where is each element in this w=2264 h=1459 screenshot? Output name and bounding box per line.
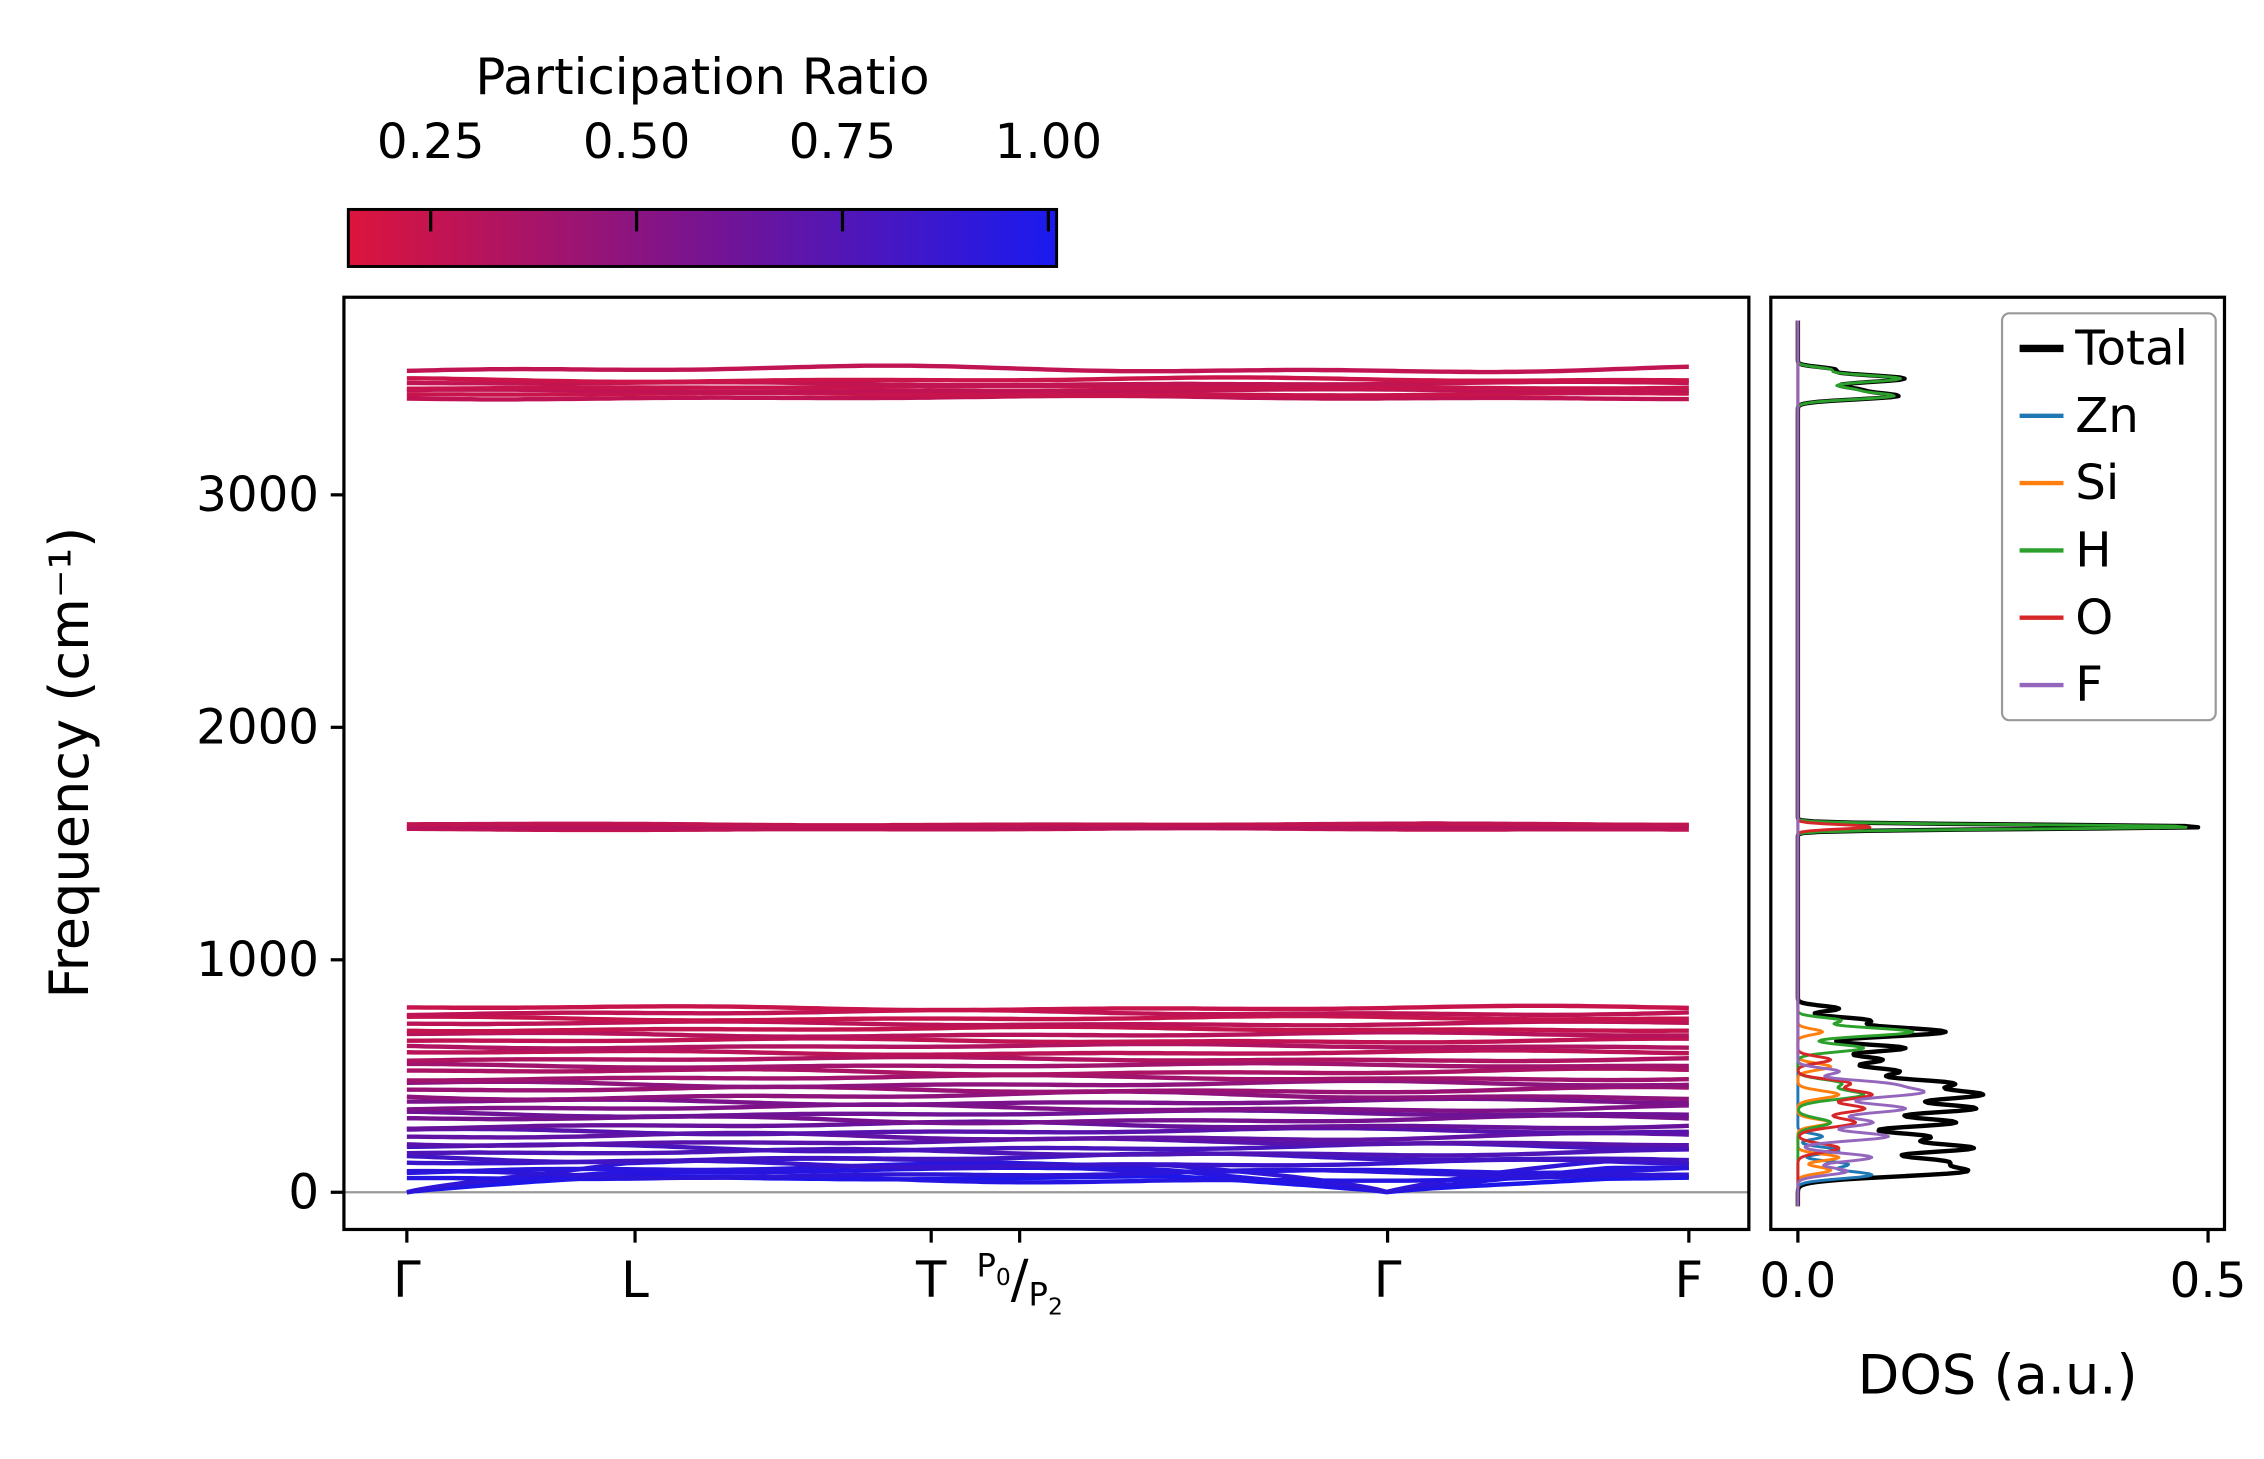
dos-x-axis-label: DOS (a.u.): [1858, 1343, 2138, 1406]
colorbar-title: Participation Ratio: [475, 48, 929, 106]
phonon-band: [406, 1013, 1689, 1023]
legend-entry-zn: Zn: [2019, 388, 2139, 444]
phonon-band: [406, 1048, 1689, 1057]
legend: Total Zn Si HOF: [2000, 312, 2217, 722]
dos-axes-frame: [1769, 295, 2227, 1232]
dos-series-f: [1796, 320, 1926, 1207]
kpoint-label: Γ: [393, 1251, 421, 1309]
phonon-band: [406, 1003, 1689, 1013]
phonon-band: [406, 1102, 1689, 1113]
kpoint-label: T: [915, 1251, 947, 1309]
phonon-bands: [406, 363, 1689, 1195]
colorbar: 0.25 0.50 0.75 1.00: [346, 114, 1103, 268]
phonon-band: [406, 1146, 1689, 1158]
phonon-band: [406, 1066, 1689, 1077]
colorbar-tick-label: 1.00: [995, 114, 1103, 170]
phonon-band: [406, 1030, 1689, 1039]
phonon-band: [406, 1019, 1689, 1028]
y-axis-tick-label: 3000: [196, 467, 319, 523]
phonon-band: [406, 387, 1689, 395]
y-axis-label: Frequency (cm⁻¹): [38, 527, 101, 999]
phonon-band: [406, 363, 1689, 375]
phonon-band: [406, 1130, 1689, 1142]
colorbar-tick-label: 0.25: [377, 114, 485, 170]
legend-label: Zn: [2075, 388, 2139, 444]
phonon-band: [406, 1151, 1689, 1165]
legend-label: H: [2075, 523, 2111, 579]
band-structure-axes-frame: [342, 295, 1751, 1232]
band-structure-panel: 0 1000 2000 3000 Γ L T P0/P2 Γ F: [196, 295, 1751, 1320]
kpoint-label-fraction: P0/P2: [976, 1246, 1062, 1320]
legend-entry-o: O: [2019, 590, 2113, 646]
legend-label: O: [2075, 590, 2113, 646]
phonon-band: [406, 1061, 1689, 1070]
phonon-band: [406, 1125, 1689, 1137]
phonon-band: [406, 821, 1689, 828]
kpoint-label: L: [621, 1251, 649, 1309]
y-axis-tick-label: 1000: [196, 932, 319, 988]
legend-label: Total: [2074, 321, 2188, 377]
kpoint-label: F: [1675, 1251, 1704, 1309]
y-axis-tick-label: 0: [288, 1164, 319, 1220]
phonon-band: [406, 375, 1689, 385]
y-axis-tick-label: 2000: [196, 699, 319, 755]
dos-curves: [1795, 319, 2201, 1208]
dos-x-tick-label: 0.0: [1759, 1253, 1836, 1309]
phonon-band: [406, 1036, 1689, 1045]
phonon-band: [406, 823, 1689, 830]
phonon-band: [406, 1167, 1689, 1181]
phonon-band: [406, 1108, 1689, 1119]
colorbar-tick-label: 0.50: [583, 114, 691, 170]
phonon-band: [406, 1084, 1689, 1095]
dos-panel: 0.0 0.5 Total Zn Si HOF: [1759, 295, 2247, 1309]
dos-x-tick-label: 0.5: [2170, 1253, 2247, 1309]
legend-entry-h: H: [2019, 523, 2112, 579]
colorbar-gradient: [346, 207, 1059, 268]
legend-entry-total: Total: [2019, 321, 2188, 377]
phonon-band: [406, 1007, 1689, 1018]
phonon-band: [406, 1041, 1689, 1051]
phonon-band: [406, 1054, 1689, 1064]
phonon-band: [406, 390, 1689, 398]
legend-label: Si: [2075, 455, 2119, 511]
kpoint-label: Γ: [1374, 1251, 1402, 1309]
legend-entry-si: Si: [2019, 455, 2119, 511]
legend-entry-f: F: [2019, 657, 2103, 713]
phonon-band: [406, 1078, 1689, 1090]
legend-label: F: [2075, 657, 2103, 713]
colorbar-tick-label: 0.75: [789, 114, 897, 170]
